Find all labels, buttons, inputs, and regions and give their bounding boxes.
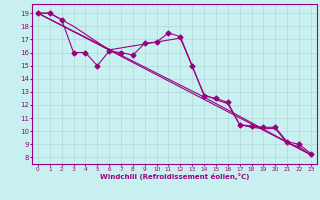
X-axis label: Windchill (Refroidissement éolien,°C): Windchill (Refroidissement éolien,°C) (100, 173, 249, 180)
